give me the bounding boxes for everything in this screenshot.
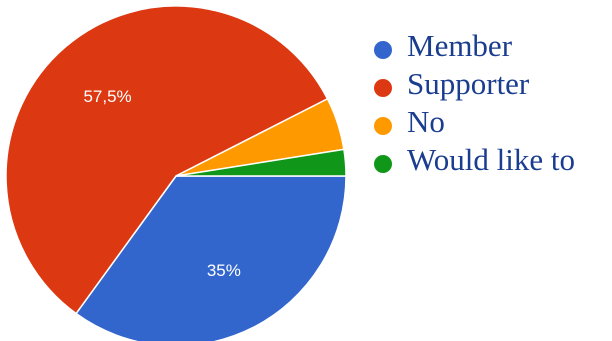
pie-slice-member xyxy=(75,175,347,341)
legend-item: Supporter xyxy=(374,66,530,101)
legend-swatch-supporter xyxy=(374,79,392,97)
legend-item: Would like to xyxy=(374,142,575,177)
legend-label-would-like-to: Would like to xyxy=(407,142,575,177)
slice-data-label-member: 35% xyxy=(207,261,241,280)
pie-slice-labels: 35% 57,5% xyxy=(83,87,240,280)
legend-item: Member xyxy=(374,28,513,63)
legend-label-supporter: Supporter xyxy=(407,66,530,101)
legend-swatch-would-like-to xyxy=(374,155,392,173)
legend-swatch-no xyxy=(374,117,392,135)
legend-item: No xyxy=(374,104,445,139)
pie-slice-supporter xyxy=(5,5,329,315)
legend-label-member: Member xyxy=(407,28,513,63)
legend-label-no: No xyxy=(407,104,445,139)
legend-swatch-member xyxy=(374,41,392,59)
pie-slice-would-like-to xyxy=(175,148,347,177)
pie-slices xyxy=(5,5,347,341)
slice-data-label-supporter: 57,5% xyxy=(83,87,131,106)
